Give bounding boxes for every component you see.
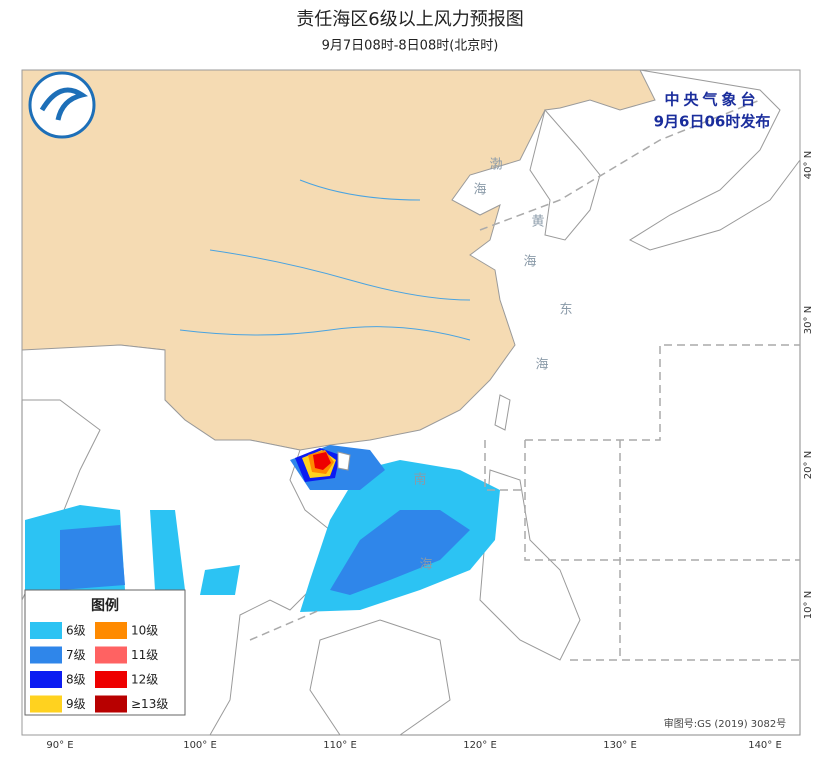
title: 责任海区6级以上风力预报图: [296, 9, 523, 30]
lat-label: 40° N: [803, 151, 814, 179]
lon-label: 90° E: [46, 740, 73, 751]
borneo: [309, 619, 451, 736]
japan: [628, 69, 801, 251]
lat-label: 30° N: [803, 306, 814, 334]
korea: [529, 108, 601, 241]
wind-12: [313, 452, 331, 470]
lon-label: 130° E: [603, 740, 637, 751]
legend-swatch: [30, 671, 62, 688]
sea-label: 南: [413, 472, 426, 488]
legend-swatch: [95, 695, 127, 713]
legend-swatch: [95, 646, 127, 664]
legend-label: 11级: [131, 648, 158, 662]
cma-logo-mark: [39, 87, 89, 121]
graticule-labels: 90° E 100° E 110° E 120° E 130° E 140° E 40° N…: [46, 151, 814, 751]
issuer-name: 中央气象台: [664, 91, 759, 109]
sea-label: 东: [559, 303, 572, 318]
legend-swatch: [30, 695, 62, 713]
legend-swatch: [30, 646, 62, 664]
rivers: [179, 179, 471, 341]
zone-boundaries: [249, 99, 800, 661]
legend-label: 6级: [66, 624, 86, 638]
legend-swatch: [30, 622, 62, 639]
legend: 图例 6级 7级 8级 9级 10级 11级 12级 ≥13级: [24, 589, 186, 716]
legend-label: 7级: [66, 648, 86, 662]
legend-label: 9级: [66, 697, 86, 711]
legend-label: 12级: [131, 673, 158, 687]
legend-label: 10级: [131, 624, 158, 638]
sea-label: 海: [535, 358, 548, 373]
sea-label: 渤: [489, 157, 502, 173]
sea-label: 海: [473, 183, 486, 198]
lon-label: 120° E: [463, 740, 497, 751]
lon-label: 140° E: [748, 740, 782, 751]
issue-time: 9月6日06时发布: [654, 113, 771, 131]
lon-label: 100° E: [183, 740, 217, 751]
subtitle: 9月7日08时-8日08时(北京时): [322, 39, 499, 54]
sea-label: 海: [419, 558, 432, 573]
hainan: [337, 451, 351, 471]
legend-label: 8级: [66, 673, 86, 687]
legend-label: ≥13级: [131, 697, 168, 711]
wind-7: [60, 525, 125, 590]
taiwan: [494, 394, 511, 431]
wind-areas: [25, 445, 500, 612]
legend-swatch: [95, 622, 127, 639]
wind-7: [330, 510, 470, 595]
legend-swatch: [95, 671, 127, 688]
sea-label: 海: [523, 255, 536, 270]
legend-title: 图例: [91, 597, 119, 614]
sea-label: 黄: [531, 215, 544, 230]
approval-number: 审图号:GS (2019) 3082号: [664, 717, 787, 730]
lon-label: 110° E: [323, 740, 357, 751]
lat-label: 10° N: [803, 591, 814, 619]
lat-label: 20° N: [803, 451, 814, 479]
